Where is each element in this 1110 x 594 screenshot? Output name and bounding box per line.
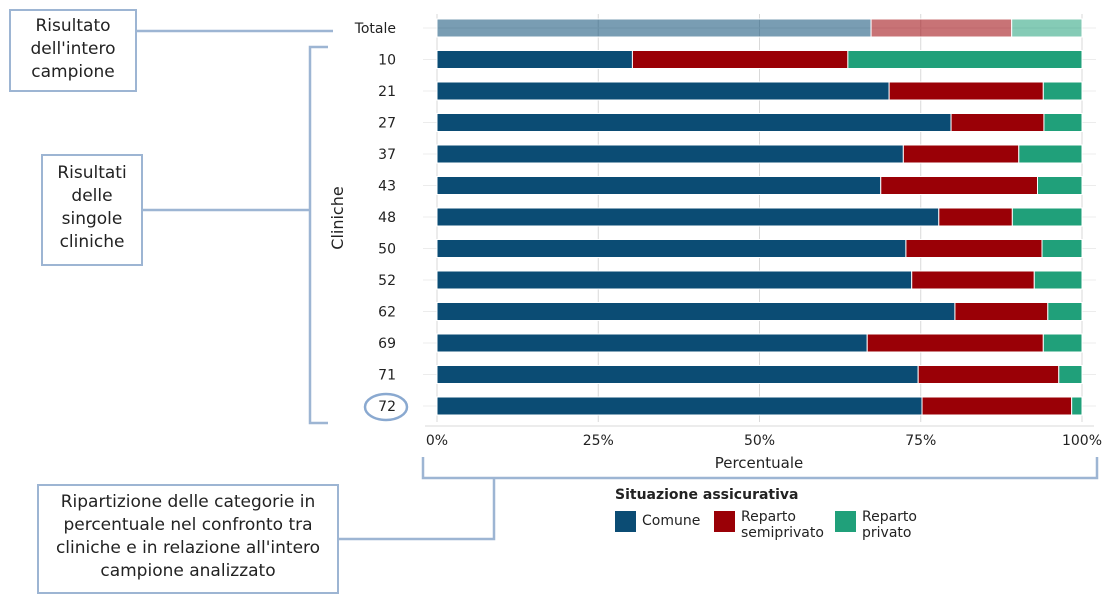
bar-segment-privato (1036, 176, 1083, 195)
legend-label-privato: Reparto privato (862, 509, 917, 541)
y-tick-label: 72 (378, 399, 396, 415)
bar-segment-semiprivato (950, 113, 1045, 132)
y-tick-label: Totale (354, 21, 396, 37)
legend-swatch-comune (615, 511, 636, 532)
bar-segment-comune (436, 50, 633, 69)
bracket-breakdown (421, 457, 1099, 480)
bar-segment-comune (436, 396, 923, 416)
bar-segment-semiprivato (938, 207, 1013, 227)
y-tick-label: 71 (378, 368, 396, 384)
bracket-clinics (308, 45, 328, 425)
bar-segment-comune (436, 365, 919, 384)
legend-item-comune: Comune (615, 509, 706, 532)
y-tick-label: 27 (378, 116, 396, 132)
y-tick-label: 10 (378, 53, 396, 69)
bar-segment-semiprivato (870, 18, 1013, 38)
bar-segment-privato (1042, 333, 1083, 353)
bar-segment-comune (436, 302, 956, 321)
y-tick-label: 48 (378, 210, 396, 226)
bar-segment-semiprivato (631, 50, 849, 69)
bar-segment-comune (436, 239, 907, 258)
y-axis-label: Cliniche (328, 186, 347, 249)
x-tick-label: 50% (744, 433, 775, 449)
callout-breakdown-text: Ripartizione delle categorie in percentu… (55, 492, 321, 581)
bar-segment-comune (436, 176, 882, 195)
y-tick-label: 62 (378, 305, 396, 321)
legend-items: Comune Reparto semiprivato Reparto priva… (615, 509, 917, 541)
bar-segment-privato (1042, 81, 1083, 101)
bar-segment-comune (436, 81, 890, 101)
x-tick-label: 25% (583, 433, 614, 449)
y-tick-label: 69 (378, 336, 396, 352)
x-tick-labels: 0% 25% 50% 75% 100% (426, 433, 1102, 449)
bar-segment-semiprivato (954, 302, 1049, 321)
bar-segment-privato (1058, 365, 1083, 384)
x-tick-label: 100% (1062, 433, 1102, 449)
bar-segment-privato (1043, 113, 1083, 132)
y-tick-label: 52 (378, 273, 396, 289)
x-tick-label: 0% (426, 433, 448, 449)
bar-segment-privato (1011, 207, 1083, 227)
bar-segment-privato (1011, 18, 1083, 38)
legend-label-comune: Comune (642, 513, 701, 529)
y-tick-labels: Totale 10 21 27 37 43 48 50 52 62 69 71 72 (354, 21, 396, 415)
connector-breakdown (339, 478, 496, 541)
bar-segment-privato (847, 50, 1083, 69)
bar-segment-comune (436, 207, 940, 227)
legend-swatch-semiprivato (714, 511, 735, 532)
bar-segment-semiprivato (888, 81, 1044, 101)
legend-swatch-privato (835, 511, 856, 532)
bar-segment-privato (1041, 239, 1083, 258)
legend-label-semiprivato: Reparto semiprivato (741, 509, 824, 541)
bar-segment-comune (436, 270, 913, 290)
callout-breakdown: Ripartizione delle categorie in percentu… (37, 484, 339, 594)
bar-segment-comune (436, 113, 952, 132)
y-tick-label: 50 (378, 242, 396, 258)
bar-segment-semiprivato (917, 365, 1060, 384)
legend: Situazione assicurativa Comune Reparto s… (615, 487, 917, 541)
callout-clinics-text: Risultati delle singole cliniche (57, 163, 127, 252)
callout-total: Risultato dell'intero campione (9, 9, 137, 92)
x-tick-label: 75% (905, 433, 936, 449)
bar-segment-comune (436, 333, 868, 353)
bar-segment-comune (436, 144, 904, 164)
legend-item-semiprivato: Reparto semiprivato (714, 509, 827, 541)
legend-title: Situazione assicurativa (615, 487, 799, 503)
y-tick-label: 37 (378, 147, 396, 163)
bars-layer (436, 18, 1083, 416)
y-tick-label: 21 (378, 84, 396, 100)
bar-segment-privato (1071, 396, 1083, 416)
bar-segment-semiprivato (880, 176, 1038, 195)
bar-segment-semiprivato (905, 239, 1043, 258)
callout-total-text: Risultato dell'intero campione (30, 16, 116, 82)
y-tick-label: 43 (378, 179, 396, 195)
x-axis-label: Percentuale (715, 454, 804, 472)
bar-segment-semiprivato (911, 270, 1035, 290)
callout-clinics: Risultati delle singole cliniche (41, 154, 143, 266)
bar-segment-semiprivato (866, 333, 1044, 353)
bar-segment-privato (1018, 144, 1083, 164)
bar-segment-semiprivato (921, 396, 1073, 416)
callout-connectors (137, 29, 1099, 541)
bar-segment-privato (1033, 270, 1083, 290)
bar-segment-privato (1047, 302, 1083, 321)
highlight-ellipse (363, 392, 409, 422)
bar-segment-comune (436, 18, 872, 38)
legend-item-privato: Reparto privato (835, 509, 924, 541)
bar-segment-semiprivato (902, 144, 1020, 164)
